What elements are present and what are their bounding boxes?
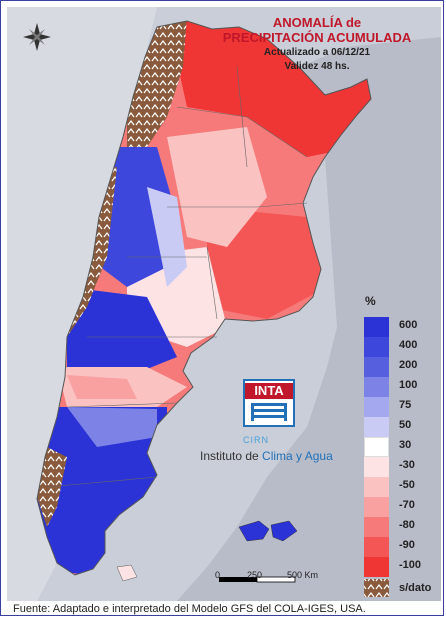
legend-swatch [364, 517, 389, 537]
legend-swatch [364, 457, 389, 477]
map-area: ANOMALÍA de PRECIPITACIÓN ACUMULADA Actu… [7, 7, 441, 601]
institute-name: Instituto de Clima y Agua [200, 449, 333, 463]
legend-swatch [364, 537, 389, 557]
legend-label: -30 [399, 459, 415, 471]
legend-label: -90 [399, 539, 415, 551]
legend-swatch [364, 357, 389, 377]
institute-accent: Clima y Agua [262, 449, 333, 463]
map-title: ANOMALÍA de PRECIPITACIÓN ACUMULADA [207, 15, 427, 45]
scale-tick-0: 0 [215, 570, 221, 580]
validity-text: Validez 48 hs. [284, 61, 350, 72]
nodata-label: s/dato [399, 582, 432, 594]
institute-prefix: Instituto de [200, 449, 263, 463]
country-outline [36, 20, 372, 576]
legend-swatch [364, 317, 389, 337]
title-line1: ANOMALÍA de [272, 15, 362, 30]
legend-label: -80 [399, 519, 415, 531]
legend-swatch [364, 497, 389, 517]
tierra-del-fuego [116, 564, 138, 582]
inta-logo: INTA [243, 379, 295, 427]
legend-label: 75 [399, 399, 412, 411]
legend-label: -100 [399, 559, 422, 571]
legend-label: 100 [399, 379, 418, 391]
legend-swatch [364, 397, 389, 417]
chile-land [7, 7, 157, 601]
legend-unit: % [365, 294, 376, 308]
legend-swatch [364, 337, 389, 357]
inta-logo-text: INTA [245, 383, 293, 399]
cirn-label: CIRN [243, 435, 269, 445]
legend-label: -70 [399, 499, 415, 511]
scale-bar [219, 576, 296, 583]
legend-label: 400 [399, 339, 418, 351]
legend-label: 200 [399, 359, 418, 371]
title-line2: PRECIPITACIÓN ACUMULADA [222, 30, 412, 45]
scale-tick-1: 250 [247, 570, 263, 580]
anomaly-map [7, 7, 441, 601]
inta-logo-mark [251, 403, 287, 421]
legend-swatch [364, 437, 389, 457]
legend-label: 50 [399, 419, 412, 431]
legend-label: 30 [399, 439, 412, 451]
source-footer: Fuente: Adaptado e interpretado del Mode… [13, 603, 366, 615]
legend-swatch [364, 417, 389, 437]
legend-label: -50 [399, 479, 415, 491]
province-boundaries [46, 66, 308, 488]
malvinas-islands [238, 520, 298, 542]
scale-tick-2: 500 Km [287, 570, 319, 580]
legend-swatch [364, 557, 389, 577]
nodata-swatch [364, 579, 389, 597]
legend-swatch [364, 377, 389, 397]
updated-date: Actualizado a 06/12/21 [263, 47, 371, 58]
legend-swatch [364, 477, 389, 497]
legend-label: 600 [399, 319, 418, 331]
compass-rose-icon [23, 23, 51, 51]
